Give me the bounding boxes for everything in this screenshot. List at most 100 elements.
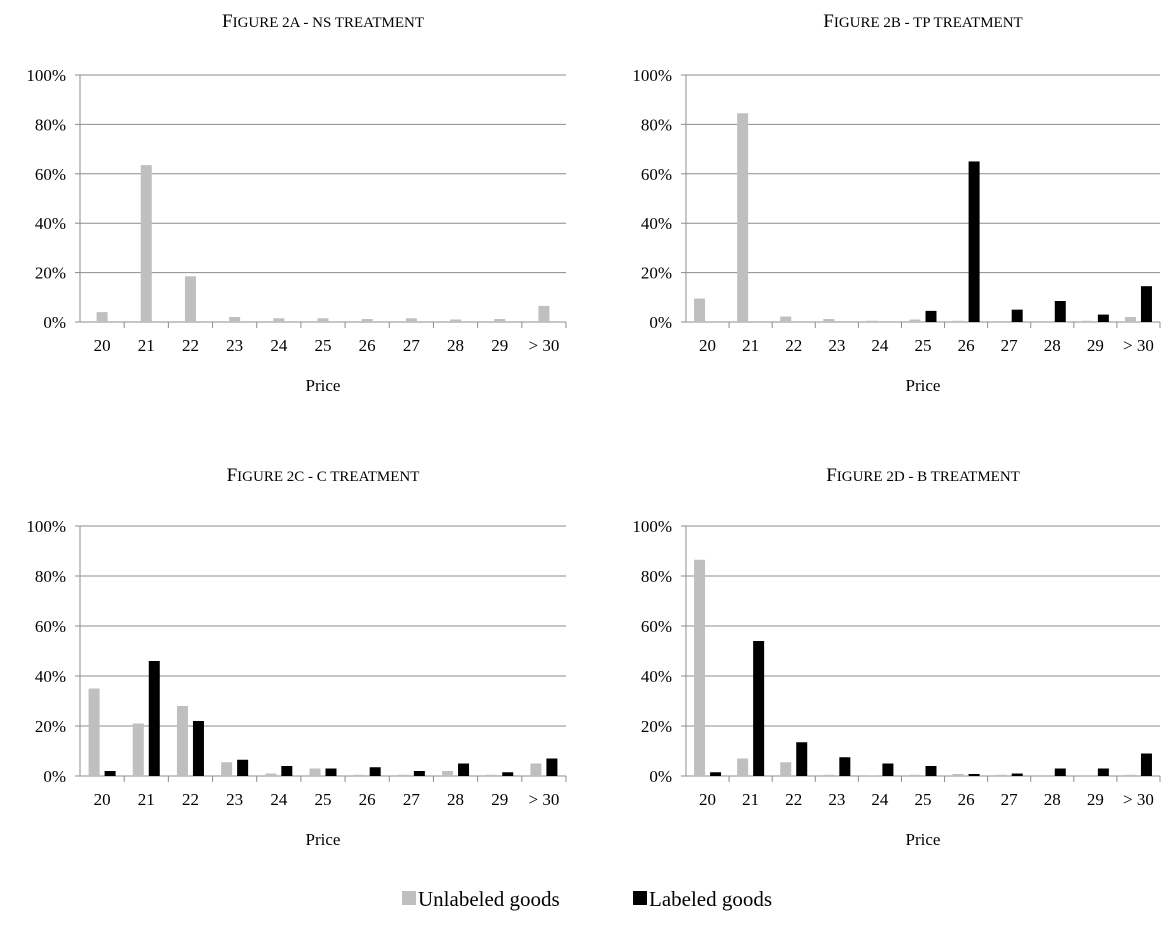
bar-labeled-29 [1097, 768, 1109, 776]
x-tick-label: 23 [828, 790, 845, 809]
x-tick-label: 25 [915, 336, 932, 355]
x-tick-label: 25 [915, 790, 932, 809]
y-tick-label: 80% [35, 567, 66, 586]
y-tick-label: 20% [35, 717, 66, 736]
bar-unlabeled-28 [442, 771, 454, 776]
bar-unlabeled-22 [184, 276, 196, 322]
bar-labeled-26 [968, 774, 980, 776]
bar-labeled-30 [1140, 753, 1152, 776]
x-axis-label: Price [906, 376, 941, 395]
bar-unlabeled-23 [221, 762, 233, 776]
chart-title-rest: IGURE 2D - B TREATMENT [837, 469, 1020, 485]
x-tick-label: 20 [94, 790, 111, 809]
bar-labeled-28 [1054, 301, 1066, 322]
y-tick-label: 80% [641, 115, 672, 134]
legend-label-unlabeled: Unlabeled goods [418, 887, 560, 911]
bar-unlabeled-25 [317, 318, 329, 322]
bar-unlabeled-27 [397, 774, 409, 776]
chart-panel-4: FIGURE 2D - B TREATMENT 0% 20% 40% 60% 80% 100… [632, 465, 1161, 849]
y-tick-label: 60% [35, 165, 66, 184]
x-tick-label: 21 [742, 790, 759, 809]
x-tick-label: 28 [447, 336, 464, 355]
y-tick-label: 0% [43, 767, 66, 786]
x-tick-label: 26 [359, 336, 376, 355]
x-tick-label: 29 [1087, 336, 1104, 355]
x-tick-label: 29 [491, 790, 508, 809]
bar-labeled-27 [1011, 309, 1023, 322]
x-tick-label: 20 [94, 336, 111, 355]
y-tick-label: 20% [641, 264, 672, 283]
bar-labeled-25 [925, 766, 937, 776]
y-tick-label: 0% [649, 767, 672, 786]
x-tick-label: 23 [226, 790, 243, 809]
bar-unlabeled-24 [866, 320, 878, 322]
x-tick-label: 24 [871, 790, 889, 809]
chart-title: FIGURE 2B - TP TREATMENT [823, 11, 1022, 32]
legend-swatch-labeled [633, 891, 647, 905]
bar-unlabeled-29 [486, 774, 498, 776]
chart-title-rest: IGURE 2C - C TREATMENT [237, 469, 419, 485]
bar-labeled-24 [882, 763, 894, 776]
y-tick-label: 80% [35, 115, 66, 134]
x-tick-label: 27 [1001, 336, 1019, 355]
y-tick-label: 0% [649, 313, 672, 332]
x-tick-label: 27 [403, 790, 421, 809]
y-tick-label: 60% [35, 617, 66, 636]
chart-panel-2: FIGURE 2B - TP TREATMENT 0% 20% 40% 60% 80% 10… [632, 11, 1161, 395]
legend-label-labeled: Labeled goods [649, 887, 772, 911]
x-tick-label: 29 [491, 336, 508, 355]
x-tick-label: > 30 [528, 336, 559, 355]
chart-title-initial: F [826, 465, 837, 486]
x-axis-label: Price [906, 830, 941, 849]
bar-unlabeled-27 [995, 774, 1007, 776]
bar-unlabeled-27 [405, 318, 417, 322]
legend-swatch-unlabeled [402, 891, 416, 905]
x-tick-label: 26 [958, 336, 975, 355]
bar-unlabeled-26 [952, 320, 964, 322]
bar-unlabeled-20 [694, 298, 706, 322]
x-tick-label: 25 [315, 336, 332, 355]
bar-labeled-30 [546, 758, 558, 776]
bar-unlabeled-24 [273, 318, 285, 322]
bar-unlabeled-22 [780, 762, 792, 776]
y-tick-label: 40% [641, 667, 672, 686]
x-tick-label: 23 [828, 336, 845, 355]
chart-panel-3: FIGURE 2C - C TREATMENT 0% 20% 40% 60% 80% 100… [26, 465, 567, 849]
x-tick-label: 22 [785, 336, 802, 355]
bar-unlabeled-24 [866, 775, 878, 776]
y-tick-label: 100% [632, 66, 672, 85]
bar-unlabeled-23 [823, 319, 835, 322]
x-tick-label: > 30 [1123, 336, 1154, 355]
y-tick-label: 100% [632, 517, 672, 536]
x-tick-label: > 30 [528, 790, 559, 809]
x-tick-label: 27 [1001, 790, 1019, 809]
x-tick-label: 24 [871, 336, 889, 355]
bar-unlabeled-22 [176, 706, 188, 776]
bar-unlabeled-25 [909, 319, 921, 322]
chart-title-rest: IGURE 2B - TP TREATMENT [834, 15, 1023, 31]
bar-labeled-26 [968, 161, 980, 322]
chart-title-initial: F [222, 11, 233, 32]
x-tick-label: 26 [958, 790, 975, 809]
chart-title: FIGURE 2C - C TREATMENT [227, 465, 420, 486]
bar-labeled-27 [413, 771, 425, 776]
x-tick-label: 24 [270, 790, 288, 809]
bar-unlabeled-26 [361, 319, 373, 322]
y-tick-label: 100% [26, 66, 66, 85]
bar-unlabeled-28 [450, 319, 462, 322]
x-tick-label: 28 [447, 790, 464, 809]
bar-labeled-20 [104, 771, 116, 776]
bar-labeled-29 [1097, 314, 1109, 322]
x-tick-label: 21 [138, 336, 155, 355]
bar-labeled-22 [796, 742, 808, 776]
x-tick-label: 21 [138, 790, 155, 809]
y-tick-label: 60% [641, 617, 672, 636]
bar-labeled-23 [839, 757, 851, 776]
bar-unlabeled-21 [737, 758, 749, 776]
bar-labeled-21 [753, 641, 765, 776]
bar-labeled-30 [1140, 286, 1152, 322]
bar-unlabeled-26 [353, 774, 365, 776]
bar-labeled-23 [237, 759, 249, 776]
y-tick-label: 60% [641, 165, 672, 184]
